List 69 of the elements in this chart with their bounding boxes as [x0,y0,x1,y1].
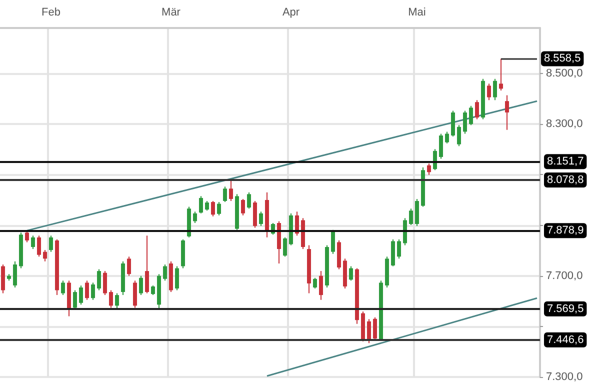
candlestick [49,235,53,252]
candlestick [25,230,29,243]
candlestick [415,198,419,227]
candlestick [199,196,203,214]
candlestick [43,250,47,262]
candlestick [253,200,257,228]
ref-line-label: 7.878,9 [547,224,584,237]
candlestick [139,275,143,296]
candlestick [319,270,323,300]
candlestick [487,83,491,101]
candlestick [37,235,41,258]
candlestick [145,235,149,294]
x-tick-label: Mai [408,6,426,18]
candlestick [13,260,17,288]
candlestick [73,290,77,310]
candlestick [451,110,455,137]
candlestick [505,94,509,130]
candlestick [127,256,131,276]
candlestick [445,131,449,144]
x-tick-label: Mär [162,6,181,18]
candlestick [463,110,467,134]
candlestick [499,58,503,91]
candlestick [211,200,215,217]
y-tick-label: 7.300,0 [546,371,583,383]
x-tick-label: Apr [282,6,300,18]
candlestick [427,163,431,176]
ref-line-label: 8.151,7 [547,156,584,168]
candlestick [193,211,197,224]
candlestick [151,284,155,296]
ref-line-label: 8.078,8 [547,174,584,186]
annotation: 8.558,5 [544,52,581,65]
candlestick [85,280,89,300]
x-tick-label: Feb [42,6,60,18]
candlestick [283,236,287,258]
candlestick [409,208,413,226]
candlestick [475,100,479,120]
candlestick [259,211,263,227]
candlestick [217,201,221,216]
candlestick [439,133,443,160]
candlestick [133,280,137,308]
candlestick [163,264,167,282]
candlestick [223,186,227,202]
candlestick [109,290,113,308]
candlestick [493,78,497,101]
candlestick [103,270,107,296]
candlestick [349,266,353,282]
candlestick [61,280,65,296]
candlestick [313,277,317,289]
y-tick-label: 8.500,0 [546,68,583,80]
candlestick [247,192,251,210]
candlestick [367,318,371,344]
candlestick [457,124,461,147]
candlestick [403,218,407,246]
candlestick [229,180,233,202]
candlestick [205,200,209,212]
candlestick [31,235,35,250]
candlestick [91,282,95,300]
candlestick [175,266,179,291]
candlestick [373,316,377,341]
y-tick-label: 8.300,0 [546,118,583,130]
y-tick-label: 7.700,0 [546,270,583,282]
candlestick [397,238,401,260]
candlestick [97,268,101,291]
candlestick [79,284,83,306]
candlestick [469,105,473,126]
ref-line-label: 7.446,6 [547,334,584,346]
ref-line-label: 7.569,5 [547,302,584,315]
candlestick [115,292,119,310]
candlestick [241,198,245,216]
